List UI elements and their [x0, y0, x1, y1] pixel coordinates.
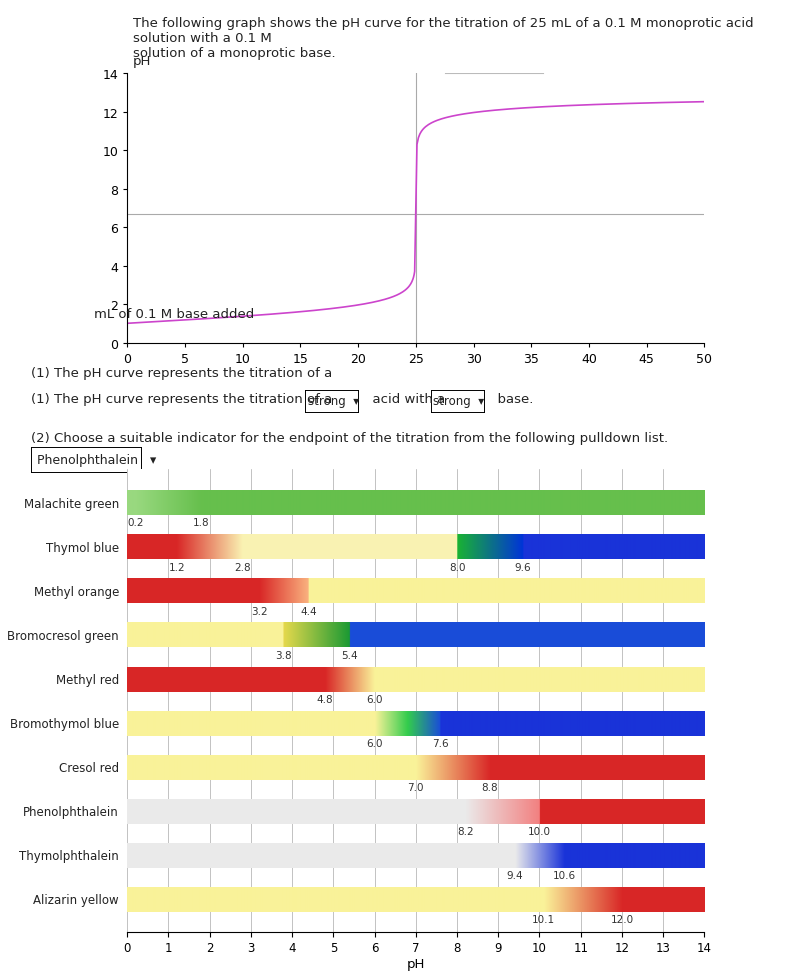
Text: 6.0: 6.0: [366, 694, 383, 704]
Text: 8.0: 8.0: [449, 562, 465, 572]
Text: 8.2: 8.2: [457, 827, 474, 836]
Text: 5.4: 5.4: [342, 650, 358, 660]
Text: 7.0: 7.0: [408, 783, 424, 792]
Text: 1.8: 1.8: [193, 518, 210, 528]
Text: Methyl red: Methyl red: [56, 673, 119, 686]
Text: Phenolphthalein   ▾: Phenolphthalein ▾: [37, 453, 156, 467]
Text: 12.0: 12.0: [611, 914, 634, 924]
Text: Bromocresol green: Bromocresol green: [7, 629, 119, 642]
Text: base.: base.: [489, 393, 533, 405]
Text: strong  ▾: strong ▾: [307, 395, 358, 408]
Text: Malachite green: Malachite green: [24, 497, 119, 510]
Text: 8.8: 8.8: [482, 783, 498, 792]
Text: 4.8: 4.8: [317, 694, 333, 704]
X-axis label: pH: pH: [406, 957, 425, 970]
Text: Thymolphthalein: Thymolphthalein: [20, 849, 119, 863]
Text: 10.6: 10.6: [553, 871, 576, 880]
Text: 9.6: 9.6: [515, 562, 531, 572]
Text: 10.0: 10.0: [528, 827, 551, 836]
Text: 2.8: 2.8: [234, 562, 251, 572]
Text: Thymol blue: Thymol blue: [46, 541, 119, 554]
Text: 4.4: 4.4: [300, 606, 317, 616]
Text: 1.2: 1.2: [168, 562, 185, 572]
Text: Phenolphthalein: Phenolphthalein: [24, 805, 119, 819]
Text: acid with a: acid with a: [364, 393, 454, 405]
Text: (2) Choose a suitable indicator for the endpoint of the titration from the follo: (2) Choose a suitable indicator for the …: [31, 432, 669, 445]
Text: 7.6: 7.6: [432, 738, 449, 748]
Text: 3.2: 3.2: [251, 606, 267, 616]
Text: mL of 0.1 M base added: mL of 0.1 M base added: [94, 308, 255, 320]
Text: Alizarin yellow: Alizarin yellow: [33, 893, 119, 907]
Text: Bromothymol blue: Bromothymol blue: [9, 717, 119, 730]
Text: Cresol red: Cresol red: [59, 761, 119, 775]
Text: 3.8: 3.8: [276, 650, 292, 660]
Text: pH: pH: [133, 56, 152, 68]
Text: strong  ▾: strong ▾: [433, 395, 484, 408]
Text: 6.0: 6.0: [366, 738, 383, 748]
Text: Methyl orange: Methyl orange: [34, 585, 119, 598]
Text: 10.1: 10.1: [532, 914, 555, 924]
Text: 0.2: 0.2: [127, 518, 144, 528]
Text: 9.4: 9.4: [506, 871, 523, 880]
Text: (1) The pH curve represents the titration of a: (1) The pH curve represents the titratio…: [31, 393, 341, 405]
Text: (1) The pH curve represents the titration of a: (1) The pH curve represents the titratio…: [31, 366, 332, 379]
Text: The following graph shows the pH curve for the titration of 25 mL of a 0.1 M mon: The following graph shows the pH curve f…: [133, 17, 754, 60]
